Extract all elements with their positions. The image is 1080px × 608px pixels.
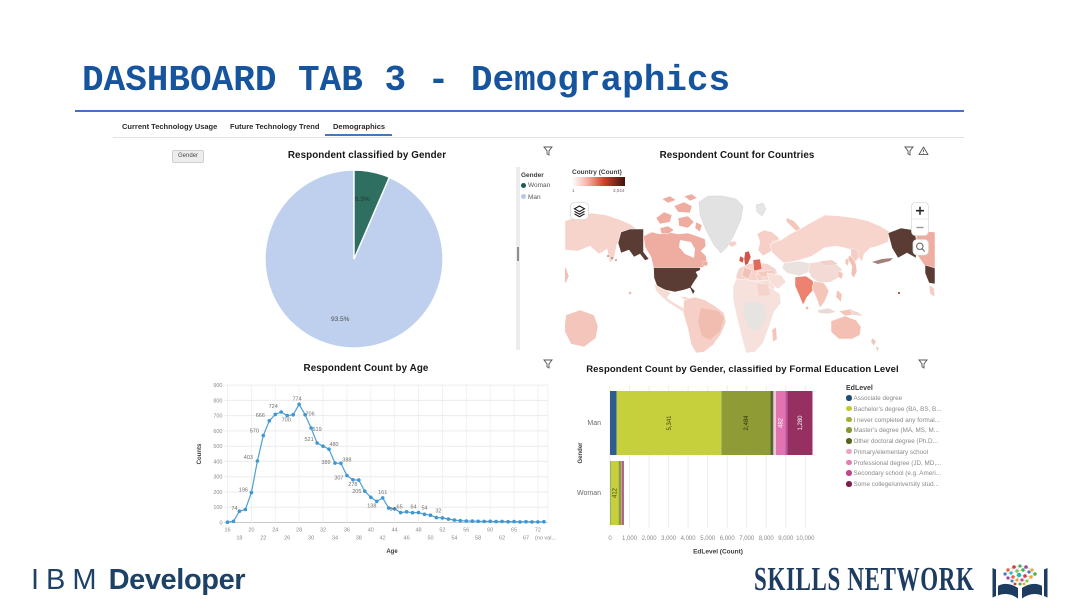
svg-text:20: 20 [248, 528, 254, 534]
svg-text:500: 500 [213, 444, 222, 450]
svg-text:0: 0 [219, 521, 222, 527]
svg-text:205: 205 [352, 489, 361, 495]
svg-text:400: 400 [213, 459, 222, 465]
svg-text:67: 67 [523, 536, 529, 542]
svg-text:600: 600 [213, 429, 222, 435]
svg-text:666: 666 [256, 413, 265, 419]
svg-text:44: 44 [392, 528, 398, 534]
svg-text:482: 482 [779, 417, 785, 428]
svg-text:Man: Man [587, 420, 601, 427]
svg-text:(no val...: (no val... [535, 536, 557, 542]
svg-text:774: 774 [293, 396, 302, 402]
svg-text:800: 800 [213, 398, 222, 404]
svg-text:54: 54 [421, 505, 427, 511]
svg-text:0: 0 [608, 536, 612, 542]
svg-text:706: 706 [306, 412, 315, 418]
svg-text:521: 521 [305, 437, 314, 443]
svg-text:196: 196 [239, 488, 248, 494]
svg-text:36: 36 [344, 528, 350, 534]
svg-text:900: 900 [213, 383, 222, 389]
svg-text:32: 32 [435, 509, 441, 515]
svg-text:570: 570 [250, 429, 259, 435]
svg-text:10,000: 10,000 [796, 536, 815, 542]
svg-text:700: 700 [213, 414, 222, 420]
svg-text:1,000: 1,000 [622, 536, 638, 542]
svg-text:74: 74 [231, 506, 237, 512]
svg-text:72: 72 [535, 528, 541, 534]
svg-text:94: 94 [390, 507, 396, 513]
svg-text:65: 65 [511, 528, 517, 534]
svg-text:307: 307 [334, 476, 343, 482]
svg-text:54: 54 [451, 536, 457, 542]
svg-text:18: 18 [236, 536, 242, 542]
svg-text:389: 389 [321, 460, 330, 466]
svg-text:30: 30 [308, 536, 314, 542]
svg-text:50: 50 [427, 536, 433, 542]
svg-text:16: 16 [224, 528, 230, 534]
svg-text:65: 65 [397, 505, 403, 511]
svg-text:2,484: 2,484 [744, 415, 750, 431]
svg-text:40: 40 [368, 528, 374, 534]
svg-text:EdLevel (Count): EdLevel (Count) [693, 549, 743, 556]
svg-text:Woman: Woman [577, 490, 601, 497]
svg-text:480: 480 [329, 442, 338, 448]
svg-text:161: 161 [378, 490, 387, 496]
svg-text:58: 58 [475, 536, 481, 542]
svg-text:24: 24 [272, 528, 278, 534]
svg-text:403: 403 [244, 455, 253, 461]
svg-text:7,000: 7,000 [739, 536, 755, 542]
svg-text:6,000: 6,000 [720, 536, 736, 542]
svg-text:Counts: Counts [197, 443, 203, 464]
svg-text:8,000: 8,000 [759, 536, 775, 542]
svg-text:200: 200 [213, 490, 222, 496]
svg-text:388: 388 [342, 457, 351, 463]
svg-text:32: 32 [320, 528, 326, 534]
svg-text:46: 46 [404, 536, 410, 542]
svg-text:9,000: 9,000 [778, 536, 794, 542]
svg-text:278: 278 [348, 482, 357, 488]
svg-text:3,000: 3,000 [661, 536, 677, 542]
svg-text:52: 52 [439, 528, 445, 534]
svg-text:4,000: 4,000 [681, 536, 697, 542]
svg-text:700: 700 [282, 418, 291, 424]
svg-text:138: 138 [367, 503, 376, 509]
svg-text:300: 300 [213, 475, 222, 481]
svg-text:34: 34 [332, 536, 338, 542]
svg-text:56: 56 [463, 528, 469, 534]
svg-text:412: 412 [612, 487, 618, 498]
svg-text:100: 100 [213, 505, 222, 511]
svg-text:42: 42 [380, 536, 386, 542]
svg-text:28: 28 [296, 528, 302, 534]
svg-text:1,280: 1,280 [798, 415, 804, 431]
svg-text:619: 619 [313, 427, 322, 433]
svg-text:64: 64 [411, 505, 417, 511]
svg-text:62: 62 [499, 536, 505, 542]
svg-text:22: 22 [260, 536, 266, 542]
svg-text:60: 60 [487, 528, 493, 534]
svg-text:Age: Age [386, 549, 398, 555]
svg-text:38: 38 [356, 536, 362, 542]
svg-text:5,000: 5,000 [700, 536, 716, 542]
svg-text:724: 724 [269, 404, 278, 410]
svg-text:Gender: Gender [578, 442, 584, 464]
svg-text:26: 26 [284, 536, 290, 542]
svg-text:48: 48 [415, 528, 421, 534]
svg-text:2,000: 2,000 [642, 536, 658, 542]
svg-text:5,341: 5,341 [667, 415, 673, 431]
